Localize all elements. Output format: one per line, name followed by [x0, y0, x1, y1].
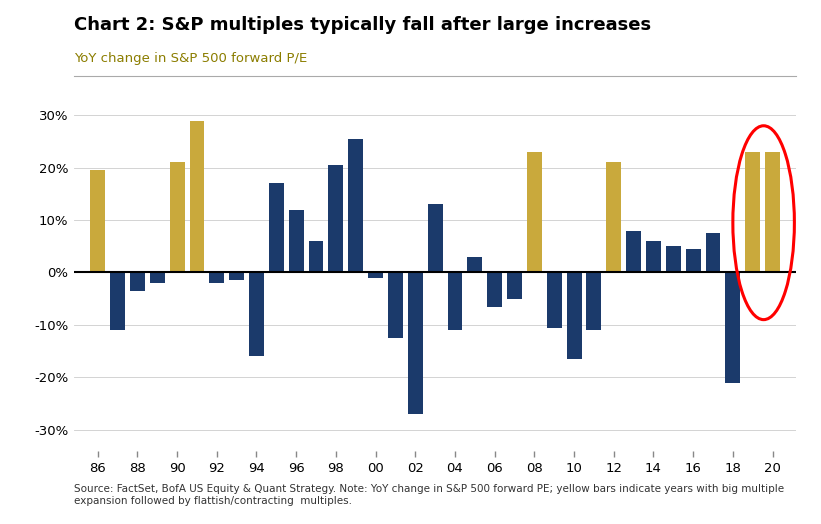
Bar — [130, 272, 144, 291]
Bar — [149, 272, 165, 283]
Bar — [388, 272, 403, 338]
Bar — [487, 272, 502, 307]
Bar — [666, 246, 681, 272]
Bar — [566, 272, 581, 359]
Bar — [467, 257, 482, 272]
Bar — [527, 152, 542, 272]
Bar — [229, 272, 244, 280]
Bar — [607, 162, 621, 272]
Bar — [626, 231, 641, 272]
Bar — [110, 272, 125, 330]
Bar — [190, 121, 204, 272]
Bar — [705, 233, 721, 272]
Bar — [90, 170, 105, 272]
Bar — [765, 152, 780, 272]
Bar — [428, 204, 443, 272]
Bar — [348, 139, 363, 272]
Bar — [507, 272, 522, 299]
Bar — [646, 241, 661, 272]
Bar — [726, 272, 741, 383]
Text: Source: FactSet, BofA US Equity & Quant Strategy. Note: YoY change in S&P 500 fo: Source: FactSet, BofA US Equity & Quant … — [74, 484, 784, 506]
Text: Chart 2: S&P multiples typically fall after large increases: Chart 2: S&P multiples typically fall af… — [74, 16, 651, 34]
Bar — [289, 210, 304, 272]
Bar — [547, 272, 562, 328]
Bar — [170, 162, 185, 272]
Bar — [209, 272, 224, 283]
Bar — [408, 272, 423, 414]
Bar — [745, 152, 760, 272]
Bar — [249, 272, 264, 356]
Bar — [328, 165, 343, 272]
Bar — [447, 272, 462, 330]
Text: YoY change in S&P 500 forward P/E: YoY change in S&P 500 forward P/E — [74, 52, 307, 66]
Bar — [269, 183, 284, 272]
Bar — [686, 249, 700, 272]
Bar — [368, 272, 383, 278]
Bar — [586, 272, 601, 330]
Bar — [309, 241, 323, 272]
